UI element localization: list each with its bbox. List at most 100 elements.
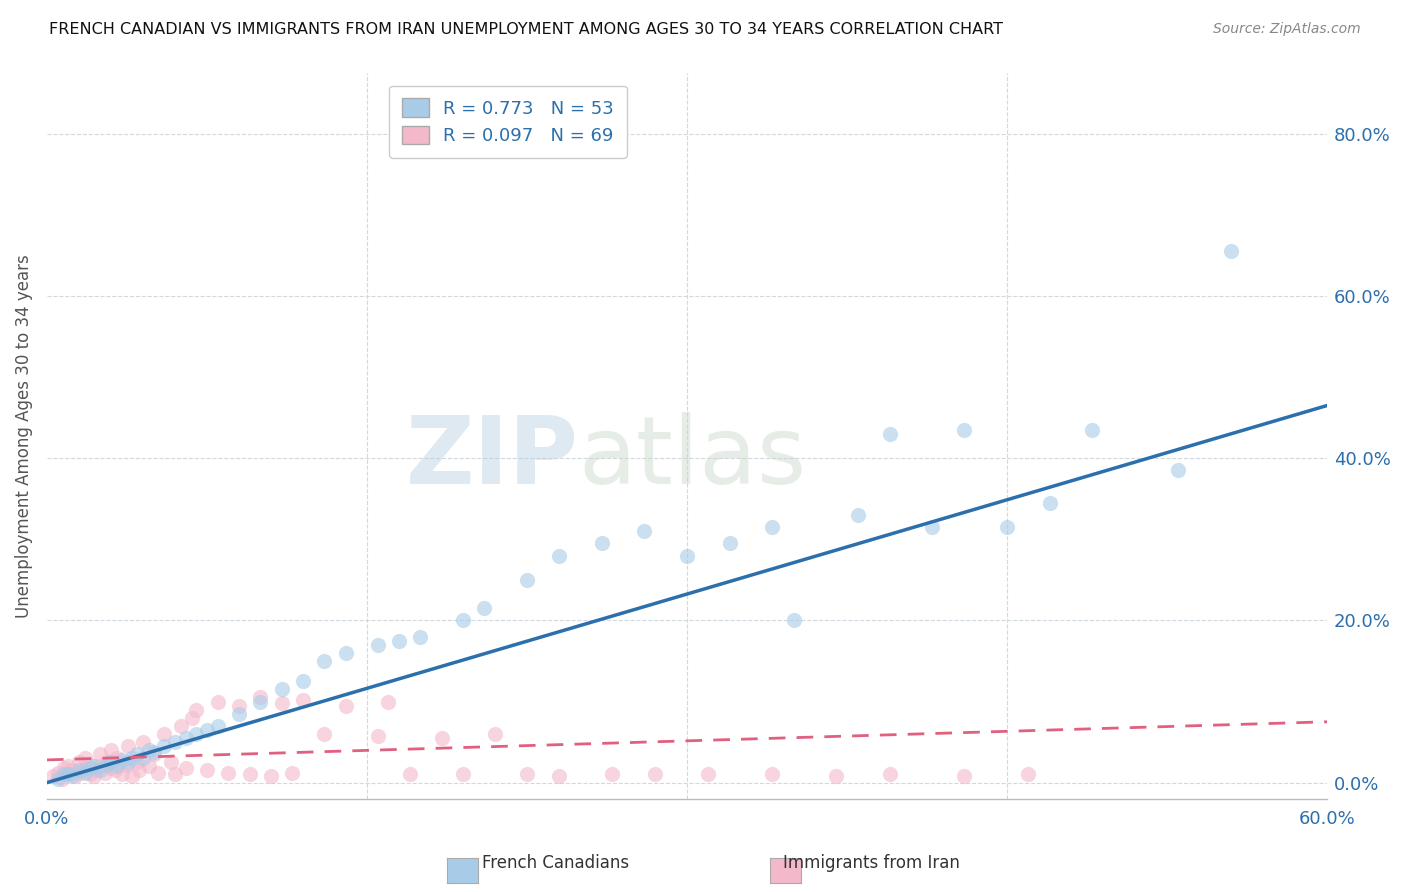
Point — [367, 638, 389, 652]
Point — [163, 767, 186, 781]
Point — [484, 727, 506, 741]
Point — [79, 761, 101, 775]
Text: FRENCH CANADIAN VS IMMIGRANTS FROM IRAN UNEMPLOYMENT AMONG AGES 30 TO 34 YEARS C: FRENCH CANADIAN VS IMMIGRANTS FROM IRAN … — [49, 22, 1004, 37]
Point — [879, 426, 901, 441]
Point — [879, 767, 901, 781]
Point — [89, 759, 111, 773]
Point — [548, 549, 571, 563]
Point — [96, 756, 118, 770]
Point — [159, 756, 181, 770]
Point — [472, 601, 495, 615]
Point — [451, 614, 474, 628]
Point — [51, 772, 73, 786]
Point — [548, 769, 571, 783]
Point — [697, 767, 720, 781]
Point — [79, 767, 101, 781]
Point — [110, 767, 132, 781]
Point — [516, 767, 538, 781]
Point — [62, 769, 84, 783]
Point — [132, 735, 155, 749]
Point — [42, 769, 65, 783]
Text: Immigrants from Iran: Immigrants from Iran — [783, 855, 960, 872]
Point — [783, 614, 806, 628]
Point — [260, 769, 283, 783]
Point — [270, 682, 292, 697]
Point — [398, 767, 420, 781]
Point — [228, 698, 250, 713]
Point — [46, 765, 69, 780]
Point — [153, 739, 176, 753]
Point — [100, 743, 122, 757]
Point — [89, 747, 111, 762]
Point — [142, 747, 165, 762]
Point — [84, 764, 107, 778]
Point — [335, 698, 357, 713]
Y-axis label: Unemployment Among Ages 30 to 34 years: Unemployment Among Ages 30 to 34 years — [15, 254, 32, 618]
Point — [602, 767, 624, 781]
Point — [115, 757, 138, 772]
Point — [291, 693, 314, 707]
Point — [138, 743, 160, 757]
Point — [83, 769, 105, 783]
Point — [239, 767, 262, 781]
Point — [121, 751, 143, 765]
Point — [186, 703, 208, 717]
Point — [125, 756, 148, 770]
Point — [62, 764, 84, 778]
Point — [718, 536, 741, 550]
Point — [79, 757, 101, 772]
Point — [63, 769, 86, 783]
Point — [1081, 423, 1104, 437]
Point — [249, 694, 271, 708]
Point — [314, 727, 336, 741]
Point — [117, 756, 139, 770]
Point — [195, 764, 218, 778]
Point — [138, 759, 160, 773]
Point — [46, 772, 69, 786]
Point — [75, 751, 97, 765]
Point — [58, 759, 80, 773]
Point — [207, 694, 229, 708]
Point — [67, 764, 90, 778]
Point — [67, 756, 90, 770]
Point — [58, 767, 80, 781]
Point — [170, 719, 193, 733]
Point — [58, 767, 80, 781]
Point — [128, 764, 150, 778]
Point — [825, 769, 848, 783]
Point — [96, 757, 118, 772]
Point — [174, 761, 197, 775]
Point — [409, 630, 432, 644]
Point — [117, 739, 139, 753]
Point — [146, 765, 169, 780]
Point — [430, 731, 453, 745]
Point — [291, 674, 314, 689]
Point — [921, 520, 943, 534]
Point — [388, 633, 411, 648]
Point — [217, 765, 239, 780]
Point — [953, 769, 976, 783]
Point — [995, 520, 1018, 534]
Point — [1039, 496, 1062, 510]
Point — [105, 759, 128, 773]
Legend: R = 0.773   N = 53, R = 0.097   N = 69: R = 0.773 N = 53, R = 0.097 N = 69 — [389, 86, 627, 158]
Point — [1017, 767, 1039, 781]
Point — [761, 520, 783, 534]
Point — [207, 719, 229, 733]
Point — [846, 508, 869, 522]
Point — [644, 767, 666, 781]
Point — [186, 727, 208, 741]
Point — [163, 735, 186, 749]
Point — [75, 765, 97, 780]
Point — [377, 694, 399, 708]
Point — [633, 524, 655, 539]
Point — [104, 764, 127, 778]
Text: ZIP: ZIP — [405, 412, 578, 504]
Point — [1220, 244, 1243, 259]
Point — [516, 573, 538, 587]
Point — [451, 767, 474, 781]
Point — [281, 765, 304, 780]
Point — [174, 731, 197, 745]
Point — [125, 747, 148, 762]
Point — [249, 690, 271, 705]
